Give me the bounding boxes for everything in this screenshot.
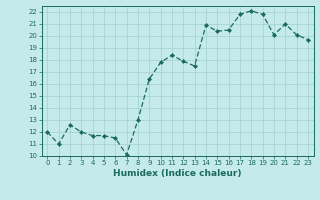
X-axis label: Humidex (Indice chaleur): Humidex (Indice chaleur) (113, 169, 242, 178)
